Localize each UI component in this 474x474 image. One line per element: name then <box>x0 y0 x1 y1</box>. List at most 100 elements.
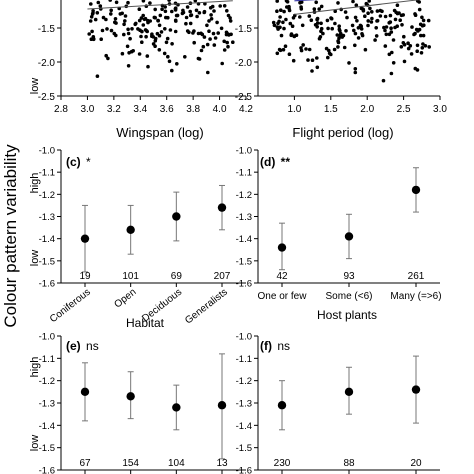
panel-d-axes: -1.0 -1.1 -1.2 -1.3 -1.4 -1.5 -1.6 One or few So… <box>236 146 442 303</box>
panel-b-point <box>344 29 348 33</box>
panel-a-point <box>114 0 119 5</box>
panel-d-ytick-label: -1.4 <box>236 234 252 245</box>
panel-b-point <box>313 23 318 27</box>
panel-d-xlabel: Host plants <box>317 308 377 322</box>
panel-a-point <box>141 23 146 27</box>
panel-f-n-label: 88 <box>343 458 355 469</box>
panel-a-point <box>126 27 130 32</box>
panel-a-point <box>216 31 220 35</box>
panel-b-point <box>370 16 374 21</box>
panel-a-point <box>173 18 178 23</box>
panel-a-point <box>89 14 94 19</box>
panel-b-ytick-label: -2.0 <box>235 58 253 69</box>
panel-a-point <box>153 7 157 12</box>
panel-f-ytick-label: -1.5 <box>236 443 252 454</box>
panel-b-point <box>338 33 343 38</box>
panel-b: -1.5 -2.0 -2.5 1.0 1.5 2.0 2.5 3.0 Flight perio… <box>235 0 447 140</box>
panel-a-point <box>106 56 110 61</box>
panel-f-id: (f) <box>260 339 272 353</box>
panel-b-point <box>395 24 400 29</box>
figure-ylabel: Colour pattern variability <box>1 144 20 328</box>
panel-b-point <box>387 32 392 37</box>
panel-a-point <box>209 17 214 21</box>
panel-b-point <box>301 43 306 47</box>
panel-b-point <box>283 44 288 48</box>
panel-c-mean-point <box>172 212 181 221</box>
panel-b-point <box>282 26 286 31</box>
panel-e-signif: ns <box>86 339 99 353</box>
panel-c-category-label: Open <box>112 287 138 311</box>
panel-b-point <box>388 13 393 18</box>
panel-b-point <box>353 31 358 36</box>
panel-b-point <box>356 36 361 40</box>
panel-a-point <box>141 13 145 18</box>
panel-a-point <box>122 32 126 37</box>
panel-b-point <box>355 19 359 23</box>
panel-e-label: (e) ns <box>66 339 99 353</box>
panel-a-point <box>201 44 206 49</box>
panel-f-signif: ns <box>277 339 290 353</box>
panel-b-point <box>359 27 364 31</box>
panel-b-point <box>352 28 356 33</box>
panel-b-point <box>390 50 394 55</box>
panel-a-point <box>109 12 113 16</box>
panel-a-point <box>173 29 178 34</box>
panel-b-point <box>279 33 284 38</box>
panel-b-point <box>285 0 290 4</box>
panel-a-point <box>181 10 186 15</box>
panel-b-point <box>374 26 379 30</box>
panel-b-point <box>325 18 330 23</box>
panel-b-point <box>329 16 333 20</box>
panel-a-point <box>157 48 162 52</box>
panel-b-point <box>400 23 404 27</box>
panel-b-point <box>278 15 282 19</box>
panel-b-point <box>299 48 304 53</box>
panel-b-point <box>350 23 355 28</box>
panel-e-axes: -1.0 -1.1 -1.2 -1.3 -1.4 -1.5 -1.6 <box>39 332 246 474</box>
panel-b-point <box>413 13 418 17</box>
panel-a-point <box>122 22 126 27</box>
panel-a-point <box>163 9 168 14</box>
panel-b-point <box>367 0 371 3</box>
panel-b-point <box>353 15 358 20</box>
panel-a-point <box>140 40 144 44</box>
panel-e-ytick-label: -1.3 <box>39 399 55 410</box>
panel-a-point <box>209 13 213 17</box>
panel-b-marks <box>271 0 432 83</box>
panel-a-point <box>108 0 112 2</box>
panel-b-point <box>336 45 340 49</box>
panel-d-n-label: 93 <box>343 271 355 282</box>
panel-d-n-label: 261 <box>408 271 425 282</box>
panel-b-point <box>358 23 363 28</box>
panel-d-category-label: Some (<6) <box>326 291 373 302</box>
panel-a-point <box>211 31 216 36</box>
panel-c-mean-point <box>80 234 90 243</box>
panel-b-xtick-label: 1.5 <box>324 104 338 115</box>
panel-f-n-label: 230 <box>274 458 291 469</box>
panel-a-point <box>153 15 157 20</box>
panel-b-axes: -1.5 -2.0 -2.5 1.0 1.5 2.0 2.5 3.0 <box>235 0 447 115</box>
panel-b-point <box>317 7 322 11</box>
panel-b-point <box>314 0 319 5</box>
panel-c-marks: 19 101 69 207 <box>79 184 231 282</box>
panel-c-ytick-label: -1.3 <box>39 212 55 223</box>
panel-b-point <box>406 46 411 51</box>
panel-b-point <box>370 10 374 14</box>
panel-a-point <box>188 21 193 26</box>
panel-a-point <box>225 9 229 13</box>
panel-a-xlabel: Wingspan (log) <box>116 125 203 140</box>
panel-b-point <box>306 58 310 62</box>
panel-f-axes: -1.0 -1.1 -1.2 -1.3 -1.4 -1.5 -1.6 <box>236 332 440 474</box>
panel-b-point <box>307 14 312 18</box>
panel-a-point <box>162 51 167 56</box>
panel-a-point <box>131 49 135 53</box>
panel-b-point <box>279 8 283 12</box>
panel-d-id: (d) <box>260 155 275 169</box>
panel-b-point <box>380 9 384 14</box>
panel-b-xtick-label: 2.5 <box>397 104 411 115</box>
panel-b-point <box>395 11 400 16</box>
panel-c-ytick-label: -1.5 <box>39 256 55 267</box>
panel-f-ytick-label: -1.0 <box>236 332 252 343</box>
panel-a-point <box>228 19 233 23</box>
panel-f-ytick-label: -1.2 <box>236 376 252 387</box>
